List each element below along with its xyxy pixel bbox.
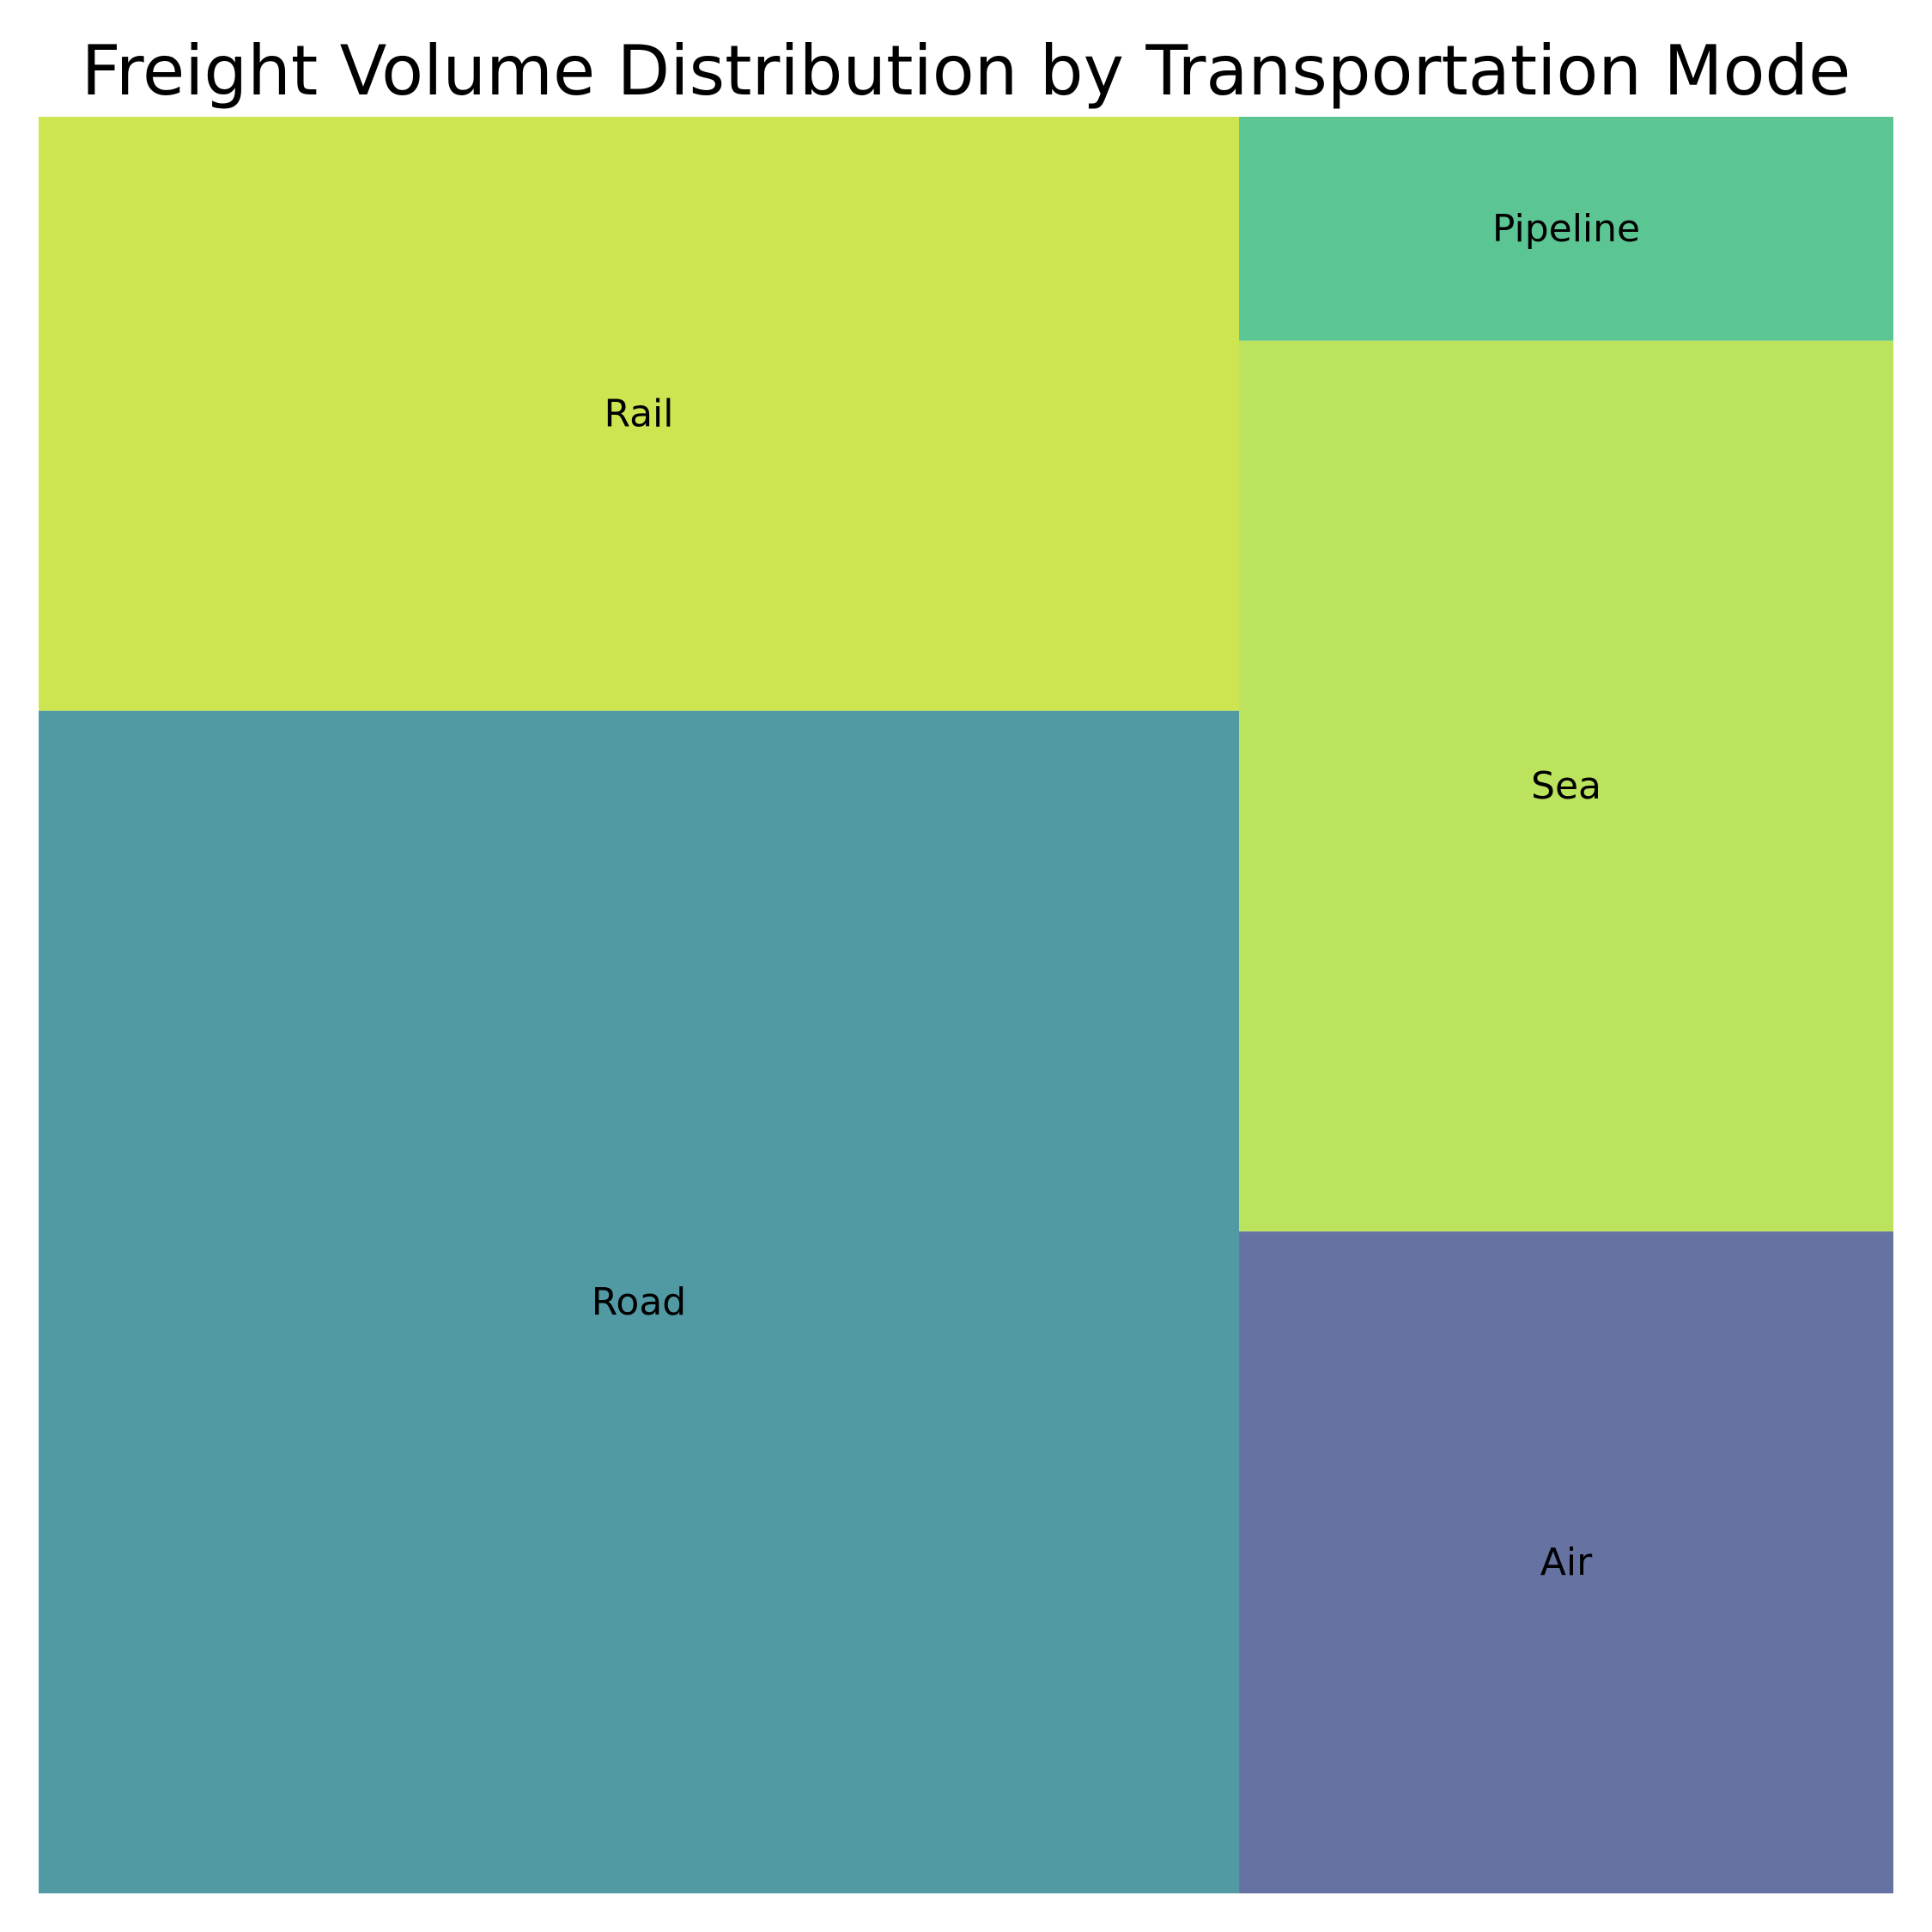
tile-label-rail: Rail	[604, 392, 673, 435]
tile-label-road: Road	[592, 1280, 686, 1324]
tile-label-pipeline: Pipeline	[1492, 207, 1640, 251]
tile-label-air: Air	[1540, 1540, 1593, 1584]
tile-label-sea: Sea	[1531, 764, 1601, 808]
treemap-tiles	[39, 117, 1893, 1893]
